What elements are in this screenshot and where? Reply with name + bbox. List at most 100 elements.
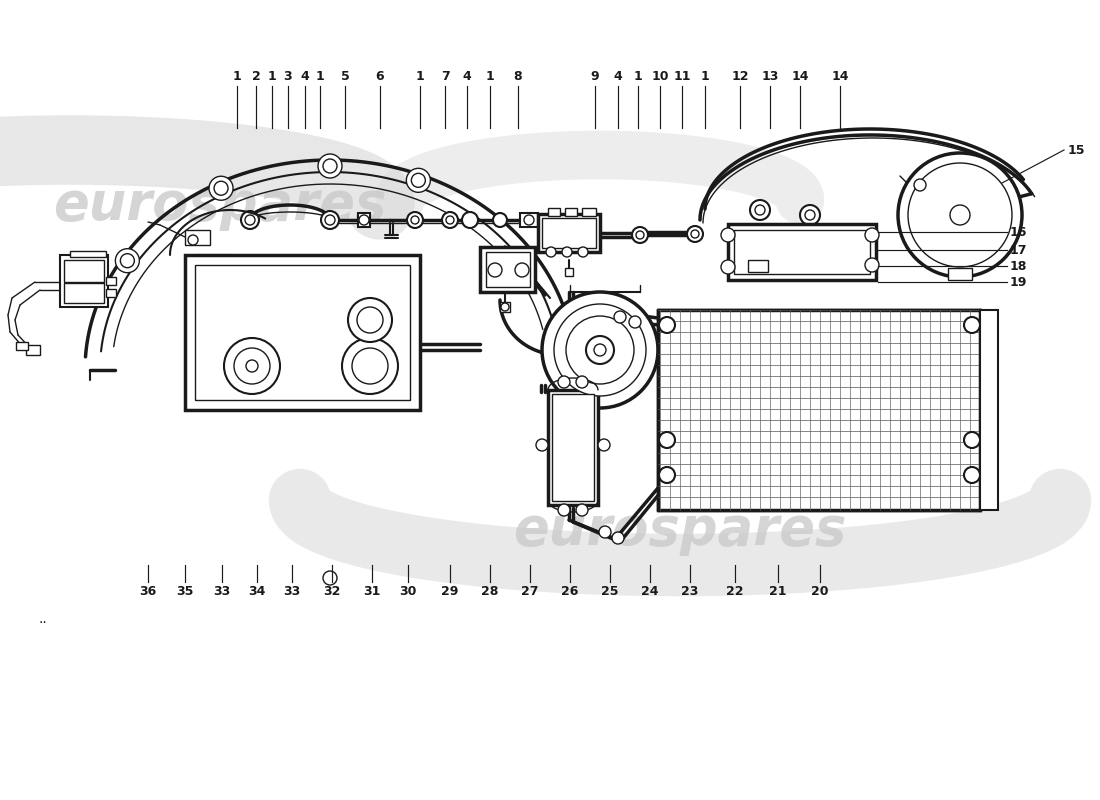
Circle shape — [800, 205, 820, 225]
Bar — [688, 343, 693, 357]
Bar — [358, 213, 370, 227]
Text: 1: 1 — [701, 70, 710, 83]
Text: 1: 1 — [485, 70, 494, 83]
Circle shape — [914, 179, 926, 191]
Text: 5: 5 — [341, 70, 350, 83]
Bar — [60, 255, 108, 307]
Circle shape — [358, 307, 383, 333]
Bar — [728, 224, 876, 280]
Text: 22: 22 — [726, 585, 744, 598]
Circle shape — [359, 215, 369, 225]
Text: 16: 16 — [1010, 226, 1027, 238]
Circle shape — [908, 163, 1012, 267]
Circle shape — [576, 504, 588, 516]
Bar — [548, 208, 560, 216]
Circle shape — [632, 227, 648, 243]
Circle shape — [446, 216, 454, 224]
Bar — [26, 345, 40, 355]
Circle shape — [542, 292, 658, 408]
Text: 4: 4 — [300, 70, 309, 83]
Text: 15: 15 — [1068, 143, 1086, 157]
Circle shape — [629, 316, 641, 328]
Text: 6: 6 — [376, 70, 384, 83]
Circle shape — [558, 504, 570, 516]
Circle shape — [546, 247, 556, 257]
Circle shape — [318, 154, 342, 178]
Circle shape — [659, 432, 675, 448]
Circle shape — [964, 467, 980, 483]
Text: 18: 18 — [1010, 259, 1027, 273]
Circle shape — [720, 228, 735, 242]
Bar — [500, 302, 510, 312]
Text: 7: 7 — [441, 70, 450, 83]
Text: 14: 14 — [791, 70, 808, 83]
Circle shape — [224, 338, 280, 394]
Text: 4: 4 — [463, 70, 472, 83]
Text: 13: 13 — [761, 70, 779, 83]
Text: 26: 26 — [561, 585, 579, 598]
Bar — [700, 343, 705, 357]
Bar — [106, 277, 116, 285]
Text: 3: 3 — [284, 70, 293, 83]
Bar — [694, 343, 698, 357]
Circle shape — [594, 344, 606, 356]
Circle shape — [442, 212, 458, 228]
Circle shape — [488, 263, 502, 277]
Bar — [734, 230, 870, 274]
Bar — [16, 342, 28, 350]
Circle shape — [578, 247, 588, 257]
Text: 32: 32 — [323, 585, 341, 598]
Bar — [538, 214, 600, 252]
Circle shape — [950, 205, 970, 225]
Text: 1: 1 — [267, 70, 276, 83]
Circle shape — [245, 215, 255, 225]
Circle shape — [462, 212, 478, 228]
Circle shape — [688, 226, 703, 242]
Bar — [542, 218, 596, 248]
Circle shape — [554, 304, 646, 396]
Circle shape — [524, 215, 534, 225]
Circle shape — [214, 182, 228, 195]
Bar — [185, 255, 420, 410]
Text: 35: 35 — [176, 585, 194, 598]
Circle shape — [898, 153, 1022, 277]
Circle shape — [536, 439, 548, 451]
Bar — [195, 265, 410, 400]
Circle shape — [188, 235, 198, 245]
Bar — [948, 268, 972, 280]
Bar — [676, 343, 681, 357]
Bar — [682, 343, 688, 357]
Circle shape — [558, 376, 570, 388]
Circle shape — [342, 338, 398, 394]
Circle shape — [636, 231, 644, 239]
Bar — [658, 310, 980, 510]
Text: 1: 1 — [416, 70, 425, 83]
Text: 17: 17 — [1010, 243, 1027, 257]
Bar — [70, 251, 106, 257]
Circle shape — [323, 571, 337, 585]
Circle shape — [566, 316, 634, 384]
Circle shape — [406, 168, 430, 192]
Circle shape — [234, 348, 270, 384]
Bar — [670, 343, 675, 357]
Text: eurospares: eurospares — [514, 504, 847, 556]
Text: 31: 31 — [363, 585, 381, 598]
Text: 8: 8 — [514, 70, 522, 83]
Circle shape — [407, 212, 424, 228]
Circle shape — [720, 260, 735, 274]
Text: 14: 14 — [832, 70, 849, 83]
Bar — [185, 230, 210, 245]
Bar — [552, 394, 594, 501]
Circle shape — [515, 263, 529, 277]
Bar — [664, 343, 669, 357]
Text: ..: .. — [39, 612, 46, 626]
Text: 1: 1 — [316, 70, 324, 83]
Text: 36: 36 — [140, 585, 156, 598]
Bar — [106, 289, 116, 297]
Text: 30: 30 — [399, 585, 417, 598]
Text: 29: 29 — [441, 585, 459, 598]
Bar — [64, 260, 104, 282]
Text: 11: 11 — [673, 70, 691, 83]
Bar — [480, 247, 535, 292]
Circle shape — [324, 215, 336, 225]
